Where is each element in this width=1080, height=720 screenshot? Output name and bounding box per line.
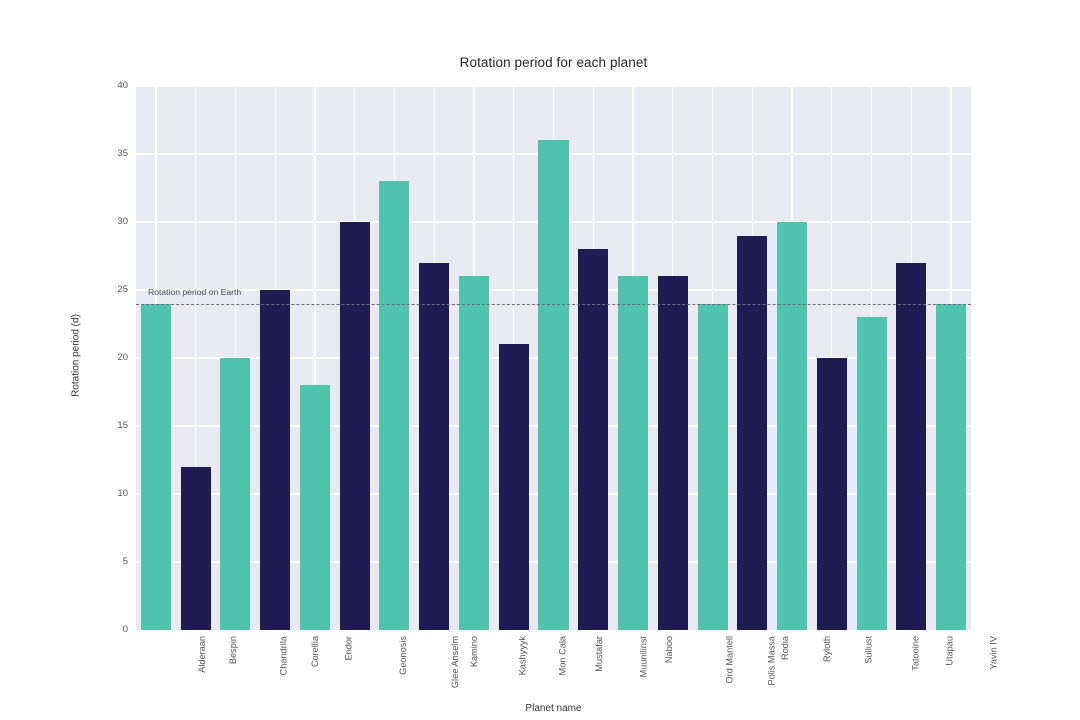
- bar: [538, 140, 569, 630]
- y-axis-label: Rotation period (d): [70, 314, 82, 397]
- x-tick-label: Rodia: [780, 636, 791, 661]
- y-tick-label: 15: [117, 420, 128, 431]
- bar: [896, 262, 927, 630]
- bar: [936, 303, 967, 630]
- bar: [419, 262, 450, 630]
- bar: [140, 303, 171, 630]
- x-tick-label: Ryloth: [822, 636, 833, 663]
- x-tick-label: Polis Massa: [766, 636, 777, 686]
- bar: [260, 290, 291, 630]
- x-tick-label: Endor: [343, 636, 354, 661]
- bar: [816, 358, 847, 630]
- y-tick-label: 40: [117, 80, 128, 91]
- x-tick-label: Alderaan: [196, 636, 207, 673]
- bar: [697, 303, 728, 630]
- bar: [339, 222, 370, 630]
- bar: [657, 276, 688, 630]
- bar: [618, 276, 649, 630]
- x-tick-label: Mustafar: [593, 636, 604, 672]
- y-tick-label: 5: [122, 556, 128, 567]
- x-tick-label: Geonosis: [397, 636, 408, 675]
- x-tick-label: Naboo: [664, 636, 675, 664]
- y-tick-label: 20: [117, 352, 128, 363]
- x-tick-label: Yavin IV: [988, 636, 999, 670]
- bar: [299, 385, 330, 630]
- bar: [220, 358, 251, 630]
- bar: [777, 222, 808, 630]
- x-tick-label: Muunilinst: [638, 636, 649, 678]
- bar: [737, 235, 768, 630]
- bar: [379, 181, 410, 630]
- x-tick-label: Kamino: [469, 636, 480, 668]
- x-tick-label: Chandrila: [278, 636, 289, 676]
- x-tick-label: Corellia: [310, 636, 321, 668]
- earth-reference-line: [136, 303, 971, 305]
- x-tick-label: Kashyyyk: [517, 636, 528, 676]
- bar: [180, 466, 211, 630]
- earth-reference-annotation: Rotation period on Earth: [148, 286, 242, 297]
- x-tick-label: Bespin: [227, 636, 238, 665]
- x-tick-label: Glee Anselm: [450, 636, 461, 689]
- x-tick-label: Mon Cala: [557, 636, 568, 676]
- x-tick-label: Sullust: [863, 636, 874, 664]
- x-tick-label: Ord Mantell: [724, 636, 735, 684]
- gridline-x-1: [194, 86, 197, 630]
- bar: [856, 317, 887, 630]
- x-axis-label: Planet name: [525, 703, 582, 714]
- bar: [498, 344, 529, 630]
- y-tick-label: 10: [117, 488, 128, 499]
- bar: [578, 249, 609, 630]
- y-tick-label: 25: [117, 284, 128, 295]
- y-tick-label: 30: [117, 216, 128, 227]
- gridline-x-4: [314, 86, 316, 630]
- x-tick-label: Tatooine: [910, 636, 921, 671]
- chart-title: Rotation period for each planet: [459, 55, 648, 70]
- y-tick-label: 35: [117, 148, 128, 159]
- bar: [458, 276, 489, 630]
- y-tick-label: 0: [122, 624, 128, 635]
- x-tick-label: Utapau: [944, 636, 955, 666]
- plot-area: Rotation period on Earth: [136, 85, 971, 630]
